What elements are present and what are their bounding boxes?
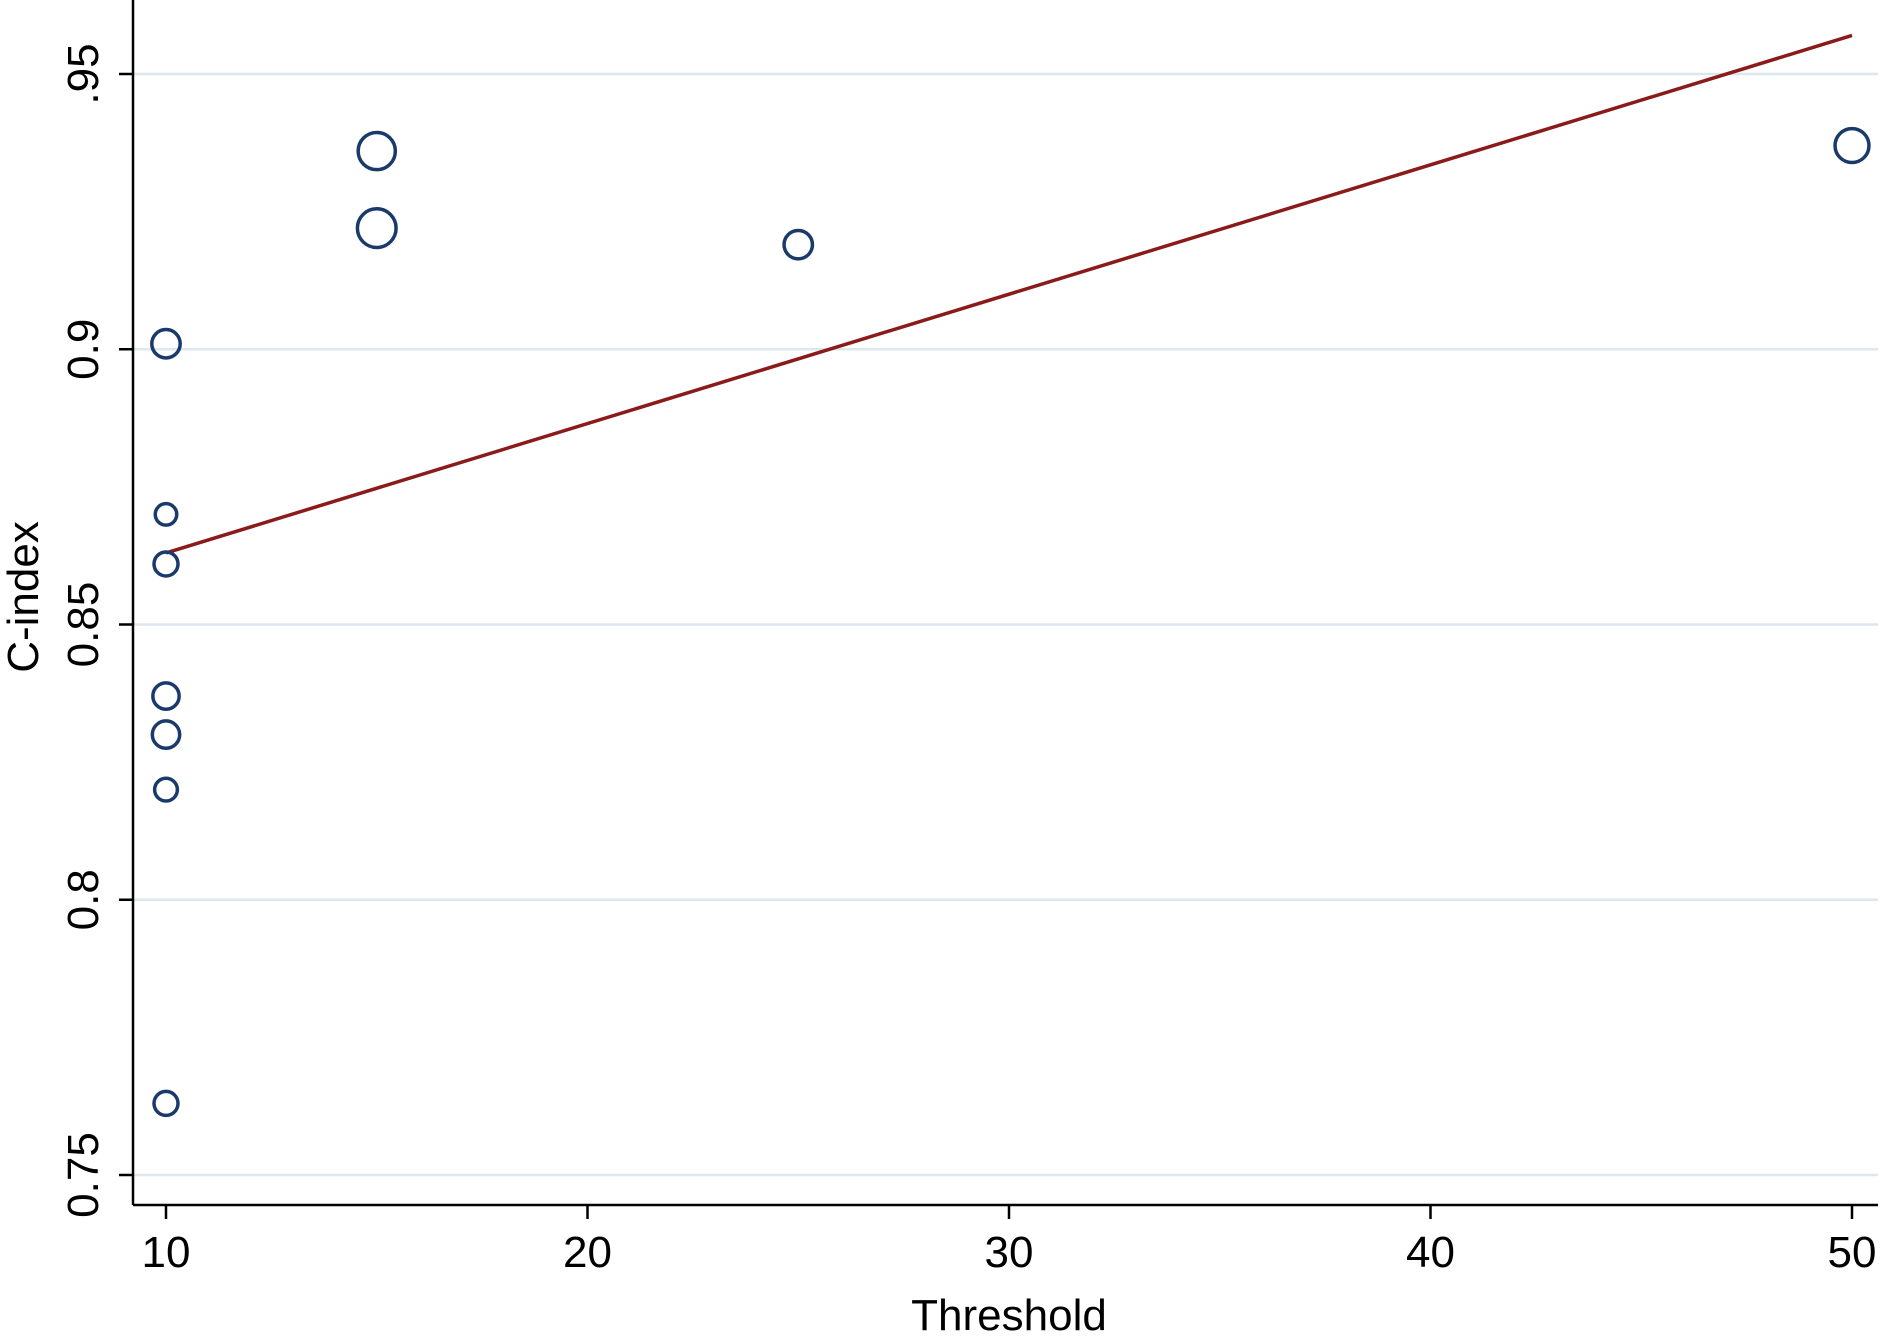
x-tick-label-4: 50 xyxy=(1828,1228,1877,1277)
data-point-6 xyxy=(152,1089,180,1118)
y-tick-label-3: 0.9 xyxy=(59,319,108,380)
x-axis-title: Threshold xyxy=(911,1291,1107,1337)
x-tick-label-1: 20 xyxy=(563,1228,612,1277)
grid-layer xyxy=(133,72,1878,1177)
y-tick-label-4: .95 xyxy=(59,43,108,104)
y-tick-label-2: 0.85 xyxy=(59,582,108,668)
data-point-0 xyxy=(150,327,182,360)
x-tick-label-0: 10 xyxy=(142,1228,191,1277)
ticks-layer: 10 20 30 40 50 0.75 0.8 0.85 0.9 .95 xyxy=(59,43,1876,1277)
data-point-3 xyxy=(151,681,181,711)
data-point-10 xyxy=(1833,126,1871,165)
axes-layer xyxy=(131,0,1878,1207)
data-point-4 xyxy=(150,719,182,751)
data-point-7 xyxy=(356,130,398,172)
y-axis-title: C-index xyxy=(0,521,48,673)
points-layer xyxy=(150,126,1871,1118)
data-point-5 xyxy=(152,776,180,803)
y-tick-label-1: 0.8 xyxy=(59,869,108,930)
data-point-9 xyxy=(782,228,815,261)
x-tick-label-2: 30 xyxy=(985,1228,1034,1277)
data-point-2 xyxy=(152,550,180,578)
regression-fit-line xyxy=(165,33,1853,555)
data-point-8 xyxy=(355,207,398,250)
x-tick-label-3: 40 xyxy=(1406,1228,1455,1277)
data-point-1 xyxy=(153,501,179,527)
fit-layer xyxy=(165,33,1853,555)
y-tick-label-0: 0.75 xyxy=(59,1132,108,1218)
